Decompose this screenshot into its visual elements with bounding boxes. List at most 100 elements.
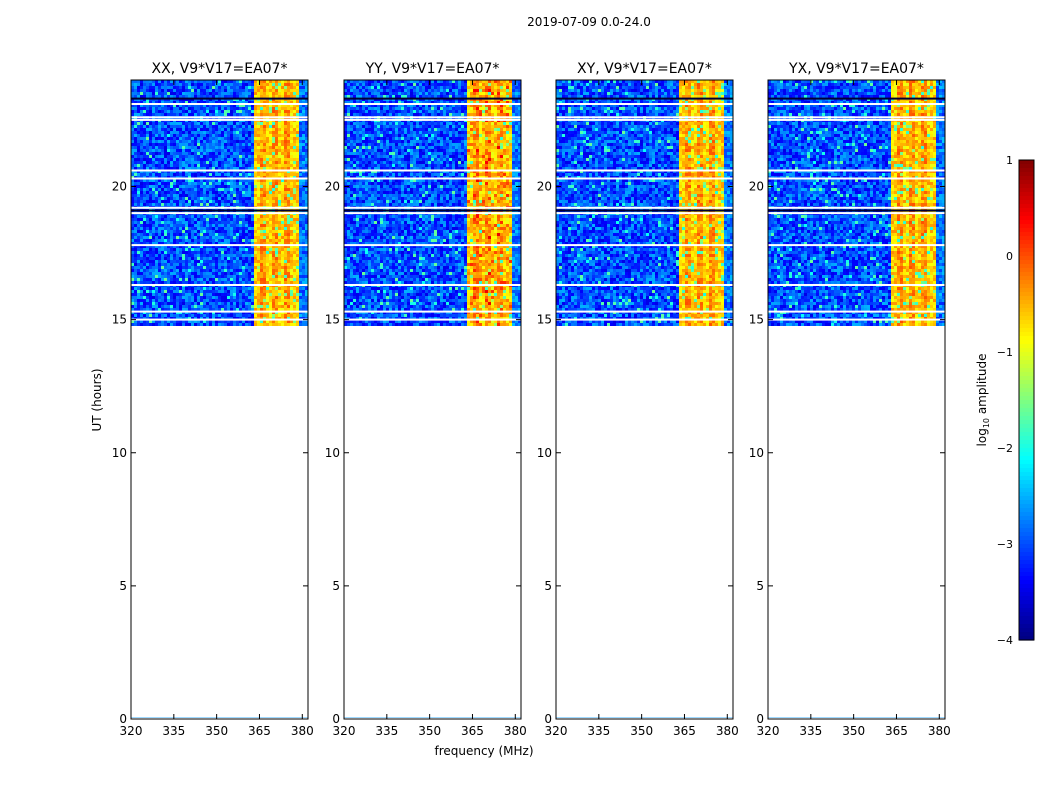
heatmap-cell	[149, 260, 152, 263]
heatmap-cell	[200, 203, 203, 206]
heatmap-cell	[242, 188, 245, 191]
heatmap-cell	[233, 323, 236, 326]
heatmap-cell	[176, 92, 179, 95]
heatmap-cell	[131, 113, 134, 116]
heatmap-cell	[191, 89, 194, 92]
heatmap-cell	[284, 293, 287, 296]
heatmap-cell	[230, 182, 233, 185]
heatmap-cell	[275, 164, 278, 167]
heatmap-cell	[281, 233, 284, 236]
heatmap-cell	[191, 257, 194, 260]
heatmap-cell	[170, 308, 173, 311]
heatmap-cell	[200, 113, 203, 116]
heatmap-cell	[227, 188, 230, 191]
heatmap-cell	[275, 302, 278, 305]
heatmap-cell	[242, 143, 245, 146]
heatmap-cell	[248, 182, 251, 185]
heatmap-cell	[230, 281, 233, 284]
heatmap-cell	[302, 179, 305, 182]
heatmap-cell	[146, 296, 149, 299]
heatmap-cell	[272, 152, 275, 155]
heatmap-cell	[248, 134, 251, 137]
heatmap-cell	[266, 149, 269, 152]
heatmap-cell	[200, 137, 203, 140]
heatmap-cell	[179, 257, 182, 260]
heatmap-cell	[275, 113, 278, 116]
heatmap-cell	[221, 293, 224, 296]
heatmap-cell	[185, 272, 188, 275]
heatmap-cell	[233, 245, 236, 248]
heatmap-cell	[293, 167, 296, 170]
heatmap-cell	[239, 251, 242, 254]
heatmap-cell	[416, 80, 419, 83]
heatmap-cell	[245, 149, 248, 152]
heatmap-cell	[194, 248, 197, 251]
heatmap-cell	[272, 257, 275, 260]
heatmap-cell	[173, 251, 176, 254]
heatmap-cell	[155, 320, 158, 323]
heatmap-cell	[230, 179, 233, 182]
heatmap-cell	[212, 248, 215, 251]
heatmap-cell	[206, 101, 209, 104]
heatmap-cell	[245, 278, 248, 281]
heatmap-cell	[167, 122, 170, 125]
heatmap-cell	[191, 137, 194, 140]
heatmap-cell	[167, 230, 170, 233]
heatmap-cell	[203, 131, 206, 134]
heatmap-cell	[143, 179, 146, 182]
heatmap-cell	[305, 302, 308, 305]
heatmap-cell	[203, 83, 206, 86]
heatmap-cell	[209, 125, 212, 128]
heatmap-cell	[236, 317, 239, 320]
heatmap-cell	[263, 89, 266, 92]
heatmap-cell	[173, 287, 176, 290]
heatmap-cell	[137, 179, 140, 182]
heatmap-cell	[269, 125, 272, 128]
heatmap-cell	[290, 263, 293, 266]
heatmap-cell	[176, 251, 179, 254]
heatmap-cell	[293, 179, 296, 182]
heatmap-cell	[305, 173, 308, 176]
heatmap-cell	[158, 182, 161, 185]
heatmap-cell	[290, 140, 293, 143]
heatmap-cell	[227, 263, 230, 266]
heatmap-cell	[263, 257, 266, 260]
heatmap-cell	[302, 131, 305, 134]
heatmap-cell	[293, 86, 296, 89]
heatmap-cell	[224, 104, 227, 107]
heatmap-cell	[305, 251, 308, 254]
heatmap-cell	[221, 188, 224, 191]
heatmap-cell	[149, 104, 152, 107]
heatmap-cell	[242, 248, 245, 251]
heatmap-cell	[260, 122, 263, 125]
heatmap-cell	[245, 302, 248, 305]
heatmap-cell	[257, 227, 260, 230]
heatmap-cell	[287, 95, 290, 98]
heatmap-cell	[284, 302, 287, 305]
heatmap-cell	[191, 158, 194, 161]
heatmap-cell	[242, 290, 245, 293]
heatmap-cell	[215, 299, 218, 302]
heatmap-cell	[257, 221, 260, 224]
heatmap-cell	[284, 161, 287, 164]
heatmap-cell	[260, 266, 263, 269]
heatmap-cell	[272, 323, 275, 326]
heatmap-cell	[296, 137, 299, 140]
heatmap-cell	[212, 113, 215, 116]
heatmap-cell	[242, 155, 245, 158]
heatmap-cell	[176, 194, 179, 197]
heatmap-cell	[281, 173, 284, 176]
heatmap-cell	[206, 140, 209, 143]
heatmap-cell	[158, 224, 161, 227]
heatmap-cell	[203, 218, 206, 221]
heatmap-cell	[134, 260, 137, 263]
heatmap-cell	[170, 101, 173, 104]
heatmap-cell	[212, 290, 215, 293]
heatmap-cell	[161, 275, 164, 278]
heatmap-cell	[275, 134, 278, 137]
heatmap-cell	[155, 107, 158, 110]
heatmap-cell	[287, 131, 290, 134]
heatmap-cell	[164, 155, 167, 158]
heatmap-cell	[203, 320, 206, 323]
heatmap-cell	[254, 167, 257, 170]
